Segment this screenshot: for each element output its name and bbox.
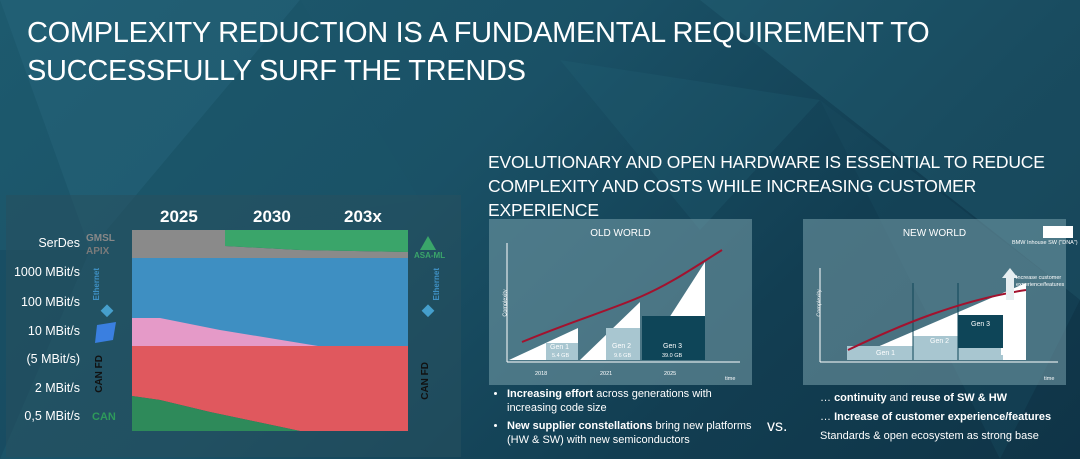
ylabel: SerDes [38, 236, 80, 250]
list-item: … Increase of customer experience/featur… [820, 411, 1052, 423]
old-gen2-size: 9.6 GB [614, 353, 632, 359]
old-gen1-size: 5.4 GB [552, 353, 570, 359]
list-item: … continuity and reuse of SW & HW [820, 392, 1008, 404]
dna-legend-swatch [1043, 226, 1073, 238]
old-year: 2025 [664, 371, 677, 377]
list-item: Standards & open ecosystem as strong bas… [820, 430, 1039, 442]
section-subtitle: EVOLUTIONARY AND OPEN HARDWARE IS ESSENT… [488, 152, 1045, 220]
ylabel: (5 MBit/s) [26, 352, 80, 366]
gmsl-logo: GMSL [86, 233, 115, 244]
old-world-curve [521, 249, 723, 343]
can-logo: CAN [92, 411, 116, 423]
new-world-title: NEW WORLD [902, 228, 967, 239]
apix-logo: APIX [86, 246, 110, 257]
ylabel: 2 MBit/s [34, 381, 80, 395]
new-gen3-box [958, 315, 1003, 348]
dna-legend-label: BMW Inhouse SW ("DNA") [1012, 240, 1078, 246]
old-world-bullets: Increasing effort across generations wit… [489, 387, 754, 451]
canfd-red-band [132, 346, 408, 431]
new-xaxis-label: time [1044, 376, 1055, 382]
ylabel: 0,5 MBit/s [24, 409, 80, 423]
old-year: 2021 [600, 371, 613, 377]
can-green-band [132, 396, 300, 431]
old-gen2-label: Gen 2 [612, 343, 632, 350]
old-gen3-label: Gen 3 [663, 343, 683, 350]
mipi-logo [95, 322, 116, 343]
old-gen3-size: 39.0 GB [662, 353, 683, 359]
new-gen1-label: Gen 1 [876, 350, 896, 357]
new-gen3-label: Gen 3 [971, 321, 991, 328]
ylabel: 10 MBit/s [27, 324, 80, 338]
old-xaxis-label: time [725, 376, 736, 382]
ylabel: 1000 MBit/s [13, 265, 80, 279]
asa-ml-logo: ASA-ML [414, 251, 446, 260]
old-gen2-box [606, 328, 640, 360]
increase-arrow [1002, 268, 1018, 300]
new-gen2-label: Gen 2 [930, 338, 950, 345]
serdes-grey-band [132, 230, 408, 258]
ylabel: 100 MBit/s [20, 295, 80, 309]
list-item: New supplier constellations bring new pl… [507, 419, 754, 447]
old-world-title: OLD WORLD [590, 228, 651, 239]
old-year: 2018 [535, 371, 548, 377]
list-item: Increasing effort across generations wit… [507, 387, 754, 415]
new-gen3-base [958, 355, 1003, 360]
new-yaxis-label: Complexity [816, 289, 823, 317]
vs-label: vs. [767, 418, 788, 435]
new-world-list: … continuity and reuse of SW & HW … Incr… [820, 389, 1051, 446]
page-title: COMPLEXITY REDUCTION IS A FUNDAMENTAL RE… [27, 17, 930, 87]
old-gen1-box [546, 343, 578, 360]
old-gen1-label: Gen 1 [550, 344, 570, 351]
new-world-curve [847, 289, 1027, 351]
serdes-green-band [225, 230, 408, 252]
year-2025: 2025 [160, 207, 198, 226]
10mbit-pink-band [132, 318, 318, 346]
asa-logo [420, 236, 436, 250]
increase-annotation: Increase customer experience/features [1016, 275, 1065, 288]
ethernet-logo-right [421, 304, 435, 318]
year-2030: 2030 [253, 207, 291, 226]
new-gen2-box [913, 336, 1001, 346]
old-gen3-box [642, 316, 705, 360]
year-203x: 203x [344, 207, 382, 226]
